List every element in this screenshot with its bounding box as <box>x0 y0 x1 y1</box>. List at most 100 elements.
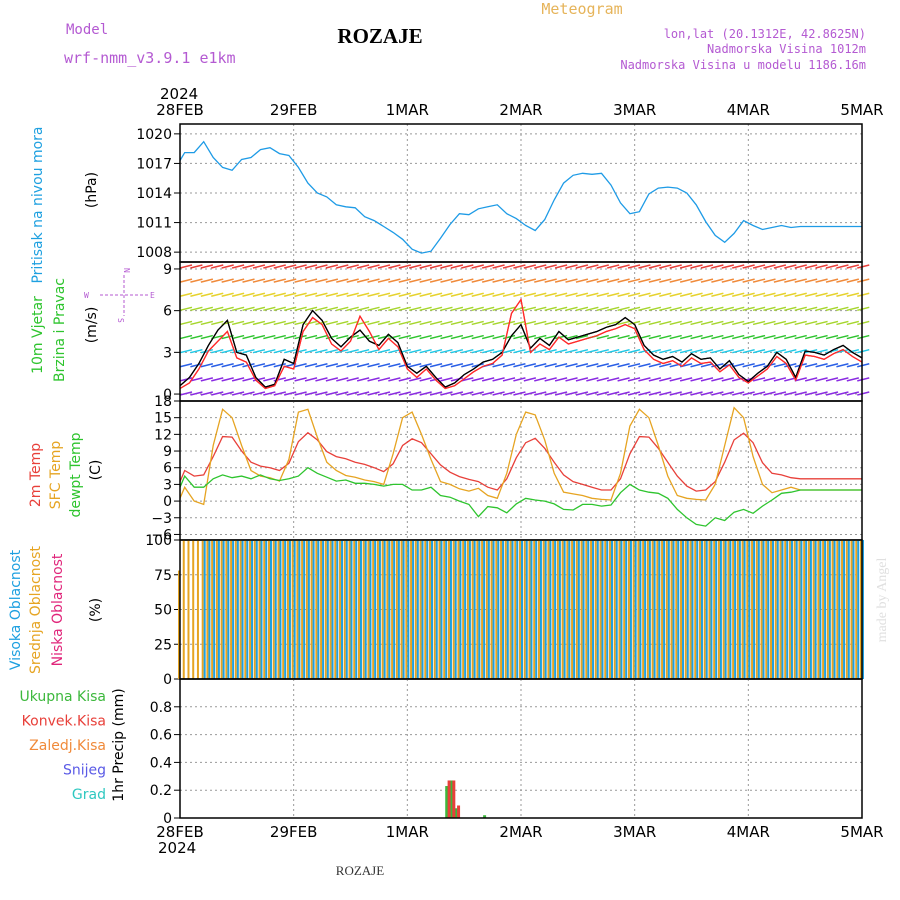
wind-arrow <box>419 391 432 396</box>
wind-arrow <box>659 320 672 326</box>
wind-arrow <box>492 278 505 283</box>
compass-w: W <box>84 291 89 300</box>
wind-arrow <box>544 264 557 269</box>
wind-arrow <box>825 363 839 368</box>
cloud-bar <box>182 540 185 679</box>
wind-arrow <box>231 320 245 326</box>
wind-arrow <box>211 391 224 396</box>
cloud-bar <box>762 540 765 679</box>
wind-arrow <box>752 264 766 269</box>
wind-arrow <box>554 363 568 368</box>
wind-arrow <box>471 306 484 312</box>
wind-arrow <box>388 278 401 283</box>
wind-arrow <box>450 278 464 283</box>
cloud-bar <box>391 540 394 679</box>
wind-arrow <box>659 292 672 297</box>
cloud-bar <box>658 540 661 679</box>
cloud-bar <box>648 540 651 679</box>
wind-arrow <box>450 306 464 312</box>
wind-arrow <box>356 363 370 368</box>
cloud-bar <box>397 540 400 679</box>
wind-arrow <box>679 348 693 354</box>
wind-arrow <box>648 377 662 382</box>
cloud-bar <box>755 540 758 679</box>
wind-arrow <box>346 348 359 354</box>
wind-arrow <box>638 377 651 382</box>
wind-arrow <box>586 363 599 368</box>
cloud-bar <box>464 540 467 679</box>
wind-arrow <box>263 334 276 340</box>
wind-arrow <box>857 391 870 396</box>
wind-arrow <box>273 292 286 297</box>
cloud-bar <box>696 540 699 679</box>
wind-arrow <box>554 391 568 396</box>
wind-arrow <box>315 278 328 283</box>
wind-arrow <box>638 264 651 269</box>
cloud-bar <box>447 540 450 679</box>
cloud-bar <box>850 540 853 679</box>
y-tick-label: 18 <box>154 394 172 410</box>
wind-arrow <box>440 278 453 283</box>
cloud-bar <box>713 540 716 679</box>
wind-arrow <box>607 278 620 283</box>
wind-arrow <box>815 320 828 326</box>
cloud-bar <box>847 540 850 679</box>
wind-arrow <box>794 334 807 340</box>
panel-precipitation: 0 0.2 0.4 0.6 0.8 <box>150 678 863 827</box>
wind-arrow <box>857 292 870 297</box>
wind-arrow <box>784 292 797 297</box>
wind-arrow <box>784 306 797 312</box>
wind-arrow <box>596 348 609 354</box>
y-tick-label: 1017 <box>136 156 172 172</box>
wind-arrow <box>367 320 380 326</box>
wind-arrow <box>492 391 505 396</box>
wind-arrow <box>794 348 807 354</box>
wind-arrow <box>356 320 370 326</box>
wind-arrow <box>763 377 776 382</box>
wind-arrow <box>565 363 578 368</box>
cloud-bar <box>561 540 564 679</box>
wind-arrow <box>596 264 609 269</box>
wind-arrow <box>554 377 568 382</box>
precip-legend-item: Konvek.Kisa <box>22 714 106 730</box>
cloud-bar <box>326 540 329 679</box>
wind-arrow <box>763 334 776 340</box>
wind-arrow <box>627 306 641 312</box>
wind-arrow <box>190 348 203 354</box>
wind-arrow <box>711 348 724 354</box>
cloud-bar <box>786 540 789 679</box>
wind-arrow <box>419 306 432 312</box>
cloud-bar <box>227 540 230 679</box>
wind-arrow <box>367 292 380 297</box>
cloud-bar <box>514 540 517 679</box>
wind-arrow <box>263 306 276 312</box>
wind-arrow <box>481 334 495 340</box>
wind-arrow <box>627 320 641 326</box>
wind-arrow <box>211 348 224 354</box>
wind-arrow <box>825 292 839 297</box>
cloud-bar <box>298 540 301 679</box>
wind-arrow <box>502 391 516 396</box>
cloud-bar <box>521 540 523 679</box>
cloud-bar <box>845 540 848 679</box>
cloud-bar <box>634 540 637 679</box>
wind-arrow <box>513 363 526 368</box>
cloud-bar <box>402 540 405 679</box>
y-tick-label: 9 <box>163 444 172 460</box>
wind-arrow <box>190 377 203 382</box>
wind-arrow <box>690 264 703 269</box>
cloud-bar <box>727 540 730 679</box>
wind-arrow <box>523 391 537 396</box>
cloud-bar <box>251 540 254 679</box>
wind-arrow <box>513 391 526 396</box>
time-label-top: 28FEB <box>156 101 203 119</box>
wind-arrow <box>784 348 797 354</box>
wind-arrow <box>742 320 755 326</box>
wind-arrow <box>534 264 547 269</box>
cloud-bar <box>478 540 481 679</box>
cloud-bar <box>751 540 754 679</box>
cloud-bar <box>395 540 398 679</box>
wind-arrow <box>732 306 745 312</box>
cloud-bar <box>732 540 735 679</box>
